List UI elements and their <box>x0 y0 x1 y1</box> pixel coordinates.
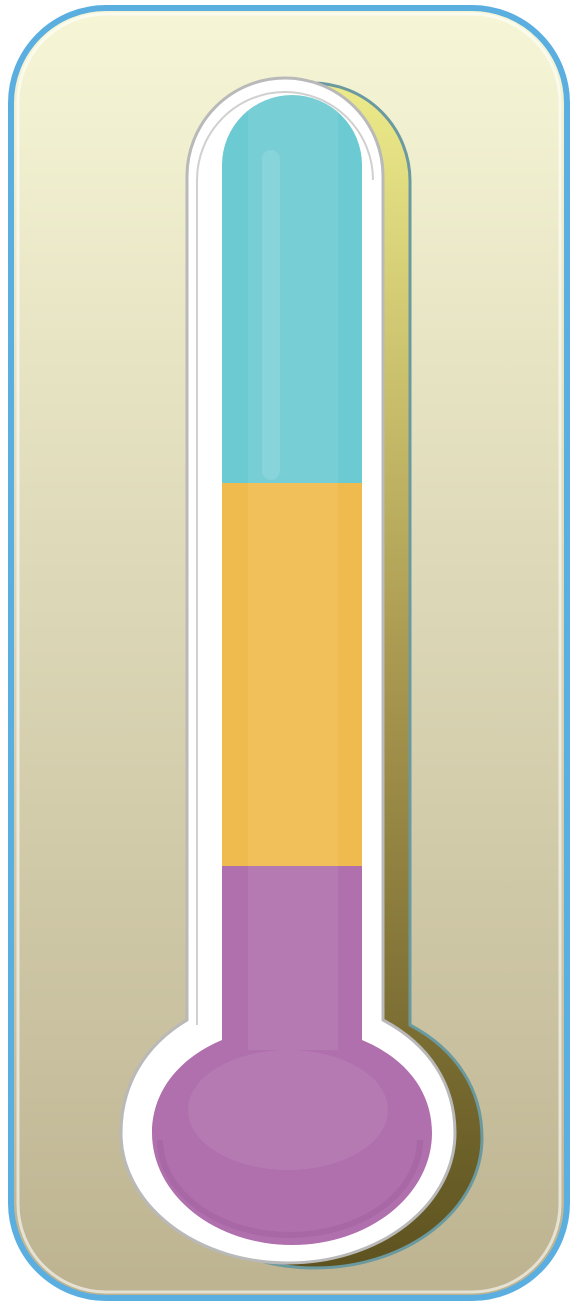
liquid-shine <box>248 90 338 1050</box>
page <box>0 0 576 1306</box>
bulb-highlight <box>188 1050 388 1170</box>
thermometer-illustration <box>0 0 576 1306</box>
liquid-highlight <box>262 150 280 480</box>
